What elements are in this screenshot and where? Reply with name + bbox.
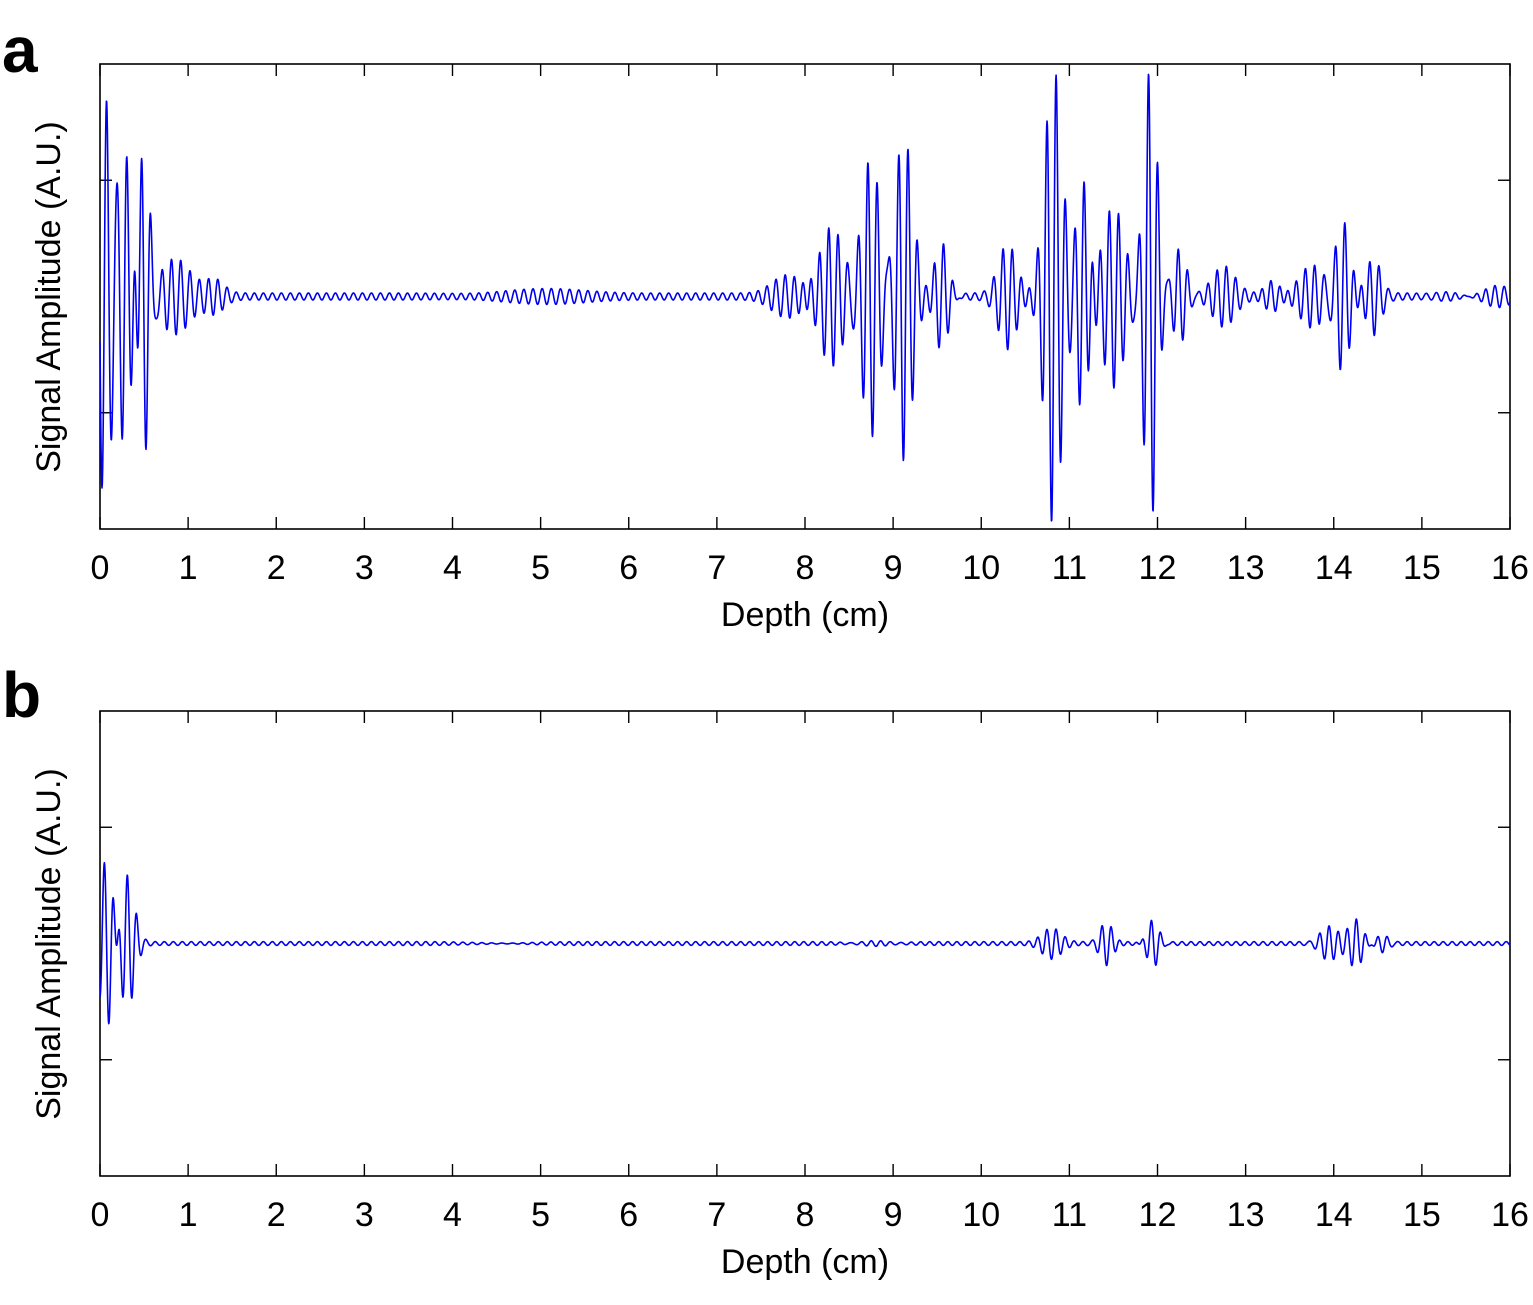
- x-tick-label: 10: [962, 1196, 1000, 1234]
- x-tick-label: 4: [443, 1196, 462, 1234]
- x-tick-label: 15: [1403, 549, 1441, 587]
- x-tick-label: 16: [1491, 1196, 1529, 1234]
- panel-a-y-axis-title: Signal Amplitude (A.U.): [30, 121, 68, 473]
- x-tick-label: 14: [1315, 549, 1353, 587]
- x-tick-label: 5: [531, 549, 550, 587]
- x-tick-label: 12: [1139, 1196, 1177, 1234]
- x-tick-label: 13: [1227, 549, 1265, 587]
- x-tick-label: 15: [1403, 1196, 1441, 1234]
- x-tick-label: 8: [796, 1196, 815, 1234]
- x-tick-label: 9: [884, 1196, 903, 1234]
- panel-b-ticks: [99, 711, 1511, 1176]
- x-tick-label: 16: [1491, 549, 1529, 587]
- x-tick-label: 13: [1227, 1196, 1265, 1234]
- panel-b-x-tick-labels: 0 1 2 3 4 5 6 7 8 9 10 11 12 13 14 15 16: [91, 1196, 1529, 1234]
- x-tick-label: 14: [1315, 1196, 1353, 1234]
- panel-b-y-axis-title: Signal Amplitude (A.U.): [30, 768, 68, 1120]
- x-tick-label: 2: [267, 1196, 286, 1234]
- panel-b-signal-line: [99, 861, 1511, 1025]
- x-tick-label: 6: [619, 1196, 638, 1234]
- x-tick-label: 3: [355, 1196, 374, 1234]
- x-tick-label: 4: [443, 549, 462, 587]
- panel-b-label: b: [2, 659, 41, 731]
- x-tick-label: 3: [355, 549, 374, 587]
- x-tick-label: 7: [707, 549, 726, 587]
- x-tick-label: 1: [179, 549, 198, 587]
- panel-a-x-tick-labels: 0 1 2 3 4 5 6 7 8 9 10 11 12 13 14 15 16: [91, 549, 1529, 587]
- panel-a-label: a: [2, 14, 38, 86]
- x-tick-label: 8: [796, 549, 815, 587]
- panel-a-x-axis-title: Depth (cm): [721, 596, 889, 634]
- x-tick-label: 10: [962, 549, 1000, 587]
- x-tick-label: 9: [884, 549, 903, 587]
- x-tick-label: 11: [1052, 1196, 1087, 1234]
- x-tick-label: 2: [267, 549, 286, 587]
- x-tick-label: 1: [179, 1196, 198, 1234]
- panel-b: b 0 1 2 3 4 5 6 7 8 9 10 11 12 13 14 15 16 Depth (cm) Si…: [2, 659, 1529, 1281]
- x-tick-label: 0: [91, 1196, 110, 1234]
- panel-a-ticks: [99, 64, 1511, 529]
- x-tick-label: 5: [531, 1196, 550, 1234]
- x-tick-label: 0: [91, 549, 110, 587]
- panel-a-signal-line: [99, 73, 1511, 522]
- panel-b-x-axis-title: Depth (cm): [721, 1243, 889, 1281]
- x-tick-label: 12: [1139, 549, 1177, 587]
- x-tick-label: 6: [619, 549, 638, 587]
- x-tick-label: 7: [707, 1196, 726, 1234]
- x-tick-label: 11: [1052, 549, 1087, 587]
- panel-a: a 0 1 2 3 4 5 6 7 8 9 10 11 12 13 14 15 16 Depth (cm) Si…: [2, 14, 1529, 634]
